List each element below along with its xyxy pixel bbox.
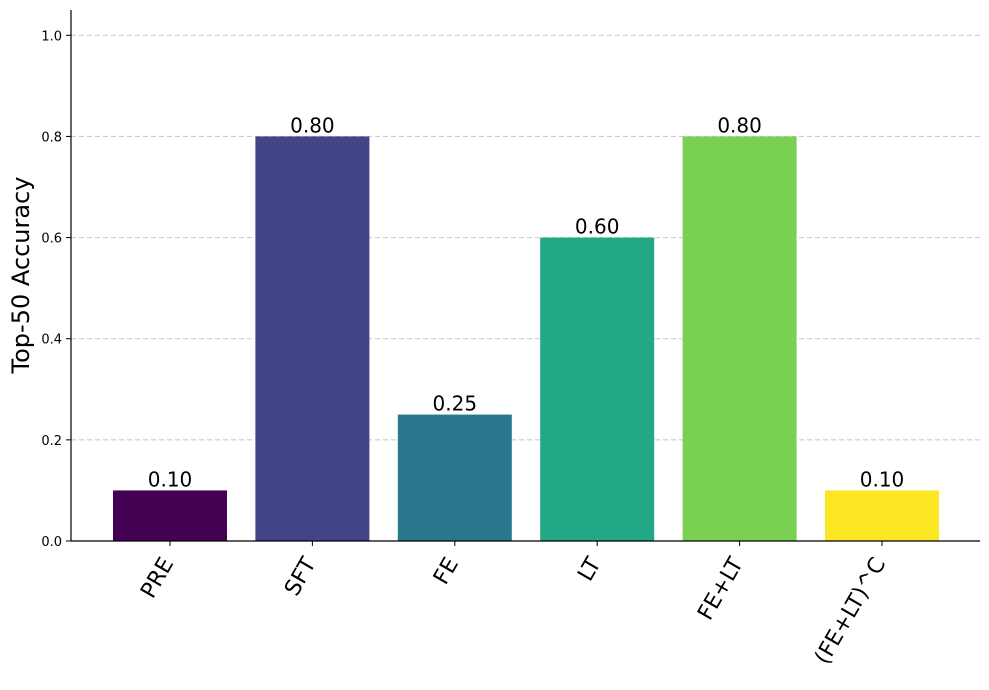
bar-value-label: 0.80	[290, 113, 335, 137]
bar-value-label: 0.10	[860, 467, 905, 491]
bar-value-label: 0.60	[575, 215, 620, 239]
y-tick-label: 0.8	[41, 130, 62, 145]
y-tick-label: 0.6	[41, 232, 62, 247]
x-ticks: PRE SFT FE LT FE+LT (FE+LT)^C	[136, 541, 891, 669]
x-tick-label: (FE+LT)^C	[810, 554, 891, 669]
x-tick-label: SFT	[280, 553, 322, 600]
y-tick-label: 1.0	[41, 29, 62, 44]
data-labels: 0.10 0.80 0.25 0.60 0.80 0.10	[148, 113, 905, 491]
x-tick-label: LT	[573, 553, 606, 586]
y-ticks: 0.0 0.2 0.4 0.6 0.8 1.0	[41, 29, 71, 550]
y-tick-label: 0.4	[41, 333, 62, 348]
y-tick-label: 0.0	[41, 535, 62, 550]
x-tick-label: FE	[429, 554, 464, 590]
bars	[113, 136, 939, 542]
bar	[113, 490, 227, 541]
bar	[540, 237, 655, 542]
bar	[825, 490, 939, 541]
x-tick-label: FE+LT	[693, 553, 749, 625]
x-tick-label: PRE	[136, 554, 179, 603]
bar	[397, 414, 512, 541]
bar-value-label: 0.80	[717, 113, 762, 137]
bar-value-label: 0.25	[433, 392, 478, 416]
bar	[682, 136, 797, 541]
y-tick-label: 0.2	[41, 434, 62, 449]
axes	[70, 10, 980, 542]
bar-value-label: 0.10	[148, 467, 193, 491]
bar	[255, 136, 370, 541]
y-axis-title: Top-50 Accuracy	[7, 177, 35, 375]
grid-lines	[71, 34, 980, 441]
